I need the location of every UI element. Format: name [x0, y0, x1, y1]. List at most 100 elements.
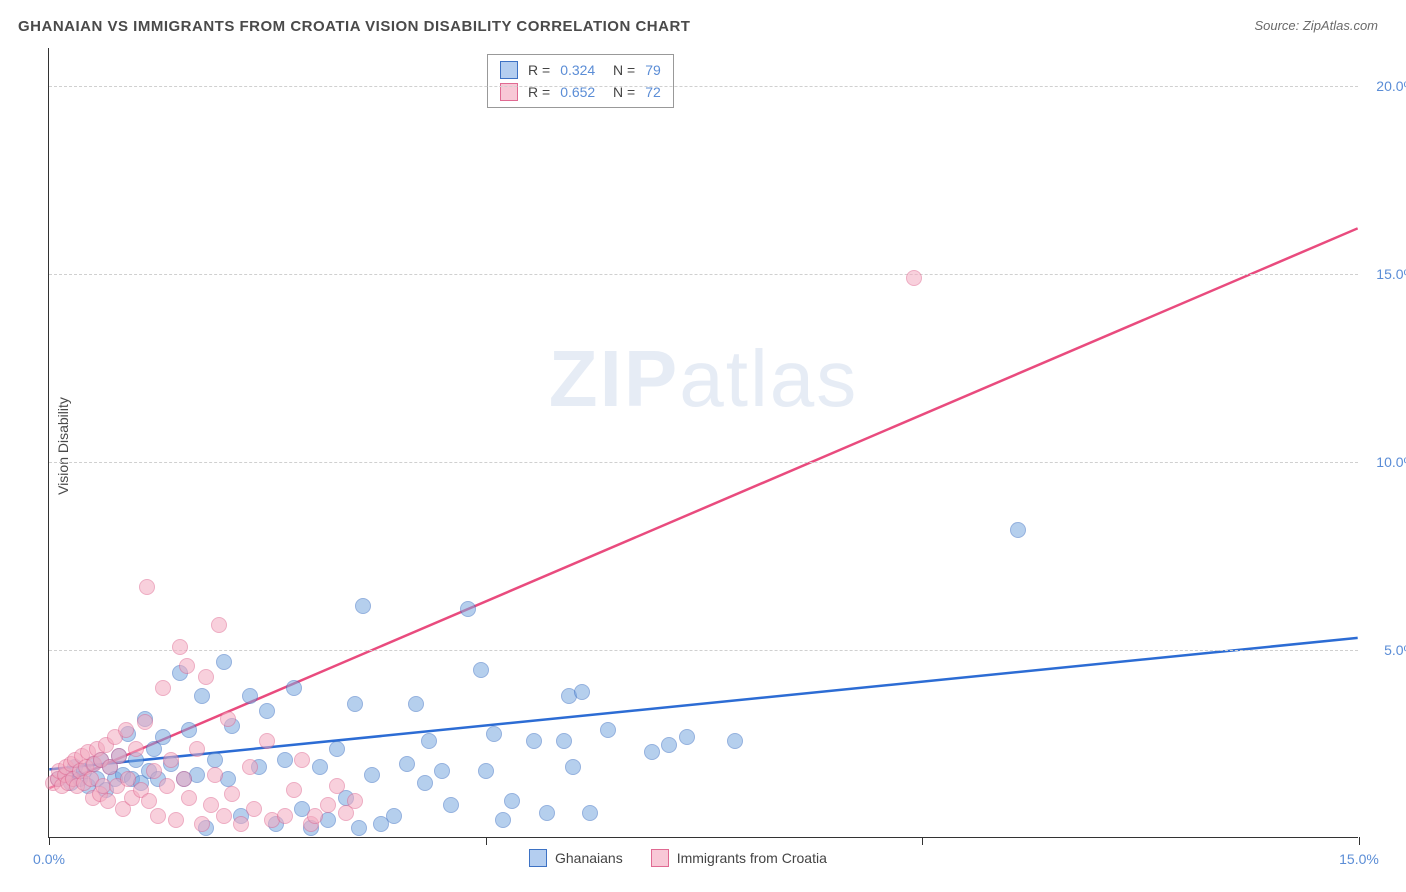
gridline — [49, 86, 1358, 87]
watermark: ZIPatlas — [549, 333, 858, 425]
scatter-point — [128, 741, 144, 757]
scatter-point — [211, 617, 227, 633]
scatter-point — [504, 793, 520, 809]
scatter-point — [307, 808, 323, 824]
scatter-point — [329, 778, 345, 794]
scatter-point — [574, 684, 590, 700]
scatter-point — [216, 808, 232, 824]
scatter-point — [565, 759, 581, 775]
x-tick — [486, 837, 487, 845]
scatter-point — [259, 733, 275, 749]
watermark-atlas: atlas — [679, 334, 858, 423]
scatter-point — [556, 733, 572, 749]
scatter-point — [486, 726, 502, 742]
legend-row-croatia: R = 0.652 N = 72 — [500, 81, 661, 103]
y-tick-label: 5.0% — [1384, 642, 1406, 658]
gridline — [49, 274, 1358, 275]
scatter-point — [286, 782, 302, 798]
scatter-point — [216, 654, 232, 670]
scatter-point — [600, 722, 616, 738]
scatter-point — [137, 714, 153, 730]
scatter-point — [582, 805, 598, 821]
scatter-point — [679, 729, 695, 745]
swatch-ghanaians — [529, 849, 547, 867]
scatter-point — [168, 812, 184, 828]
scatter-point — [526, 733, 542, 749]
scatter-point — [150, 808, 166, 824]
x-tick-label: 15.0% — [1339, 851, 1379, 867]
legend-correlation: R = 0.324 N = 79 R = 0.652 N = 72 — [487, 54, 674, 108]
gridline — [49, 462, 1358, 463]
scatter-point — [495, 812, 511, 828]
x-tick — [1359, 837, 1360, 845]
scatter-point — [277, 808, 293, 824]
scatter-point — [224, 786, 240, 802]
scatter-point — [203, 797, 219, 813]
scatter-point — [120, 771, 136, 787]
scatter-point — [727, 733, 743, 749]
chart-plot-area: ZIPatlas R = 0.324 N = 79 R = 0.652 N = … — [48, 48, 1358, 838]
scatter-point — [233, 816, 249, 832]
legend-label-ghanaians: Ghanaians — [555, 850, 623, 866]
scatter-point — [906, 270, 922, 286]
scatter-point — [242, 688, 258, 704]
scatter-point — [118, 722, 134, 738]
scatter-point — [286, 680, 302, 696]
scatter-point — [320, 797, 336, 813]
scatter-point — [141, 793, 157, 809]
watermark-zip: ZIP — [549, 334, 679, 423]
scatter-point — [181, 722, 197, 738]
chart-title: GHANAIAN VS IMMIGRANTS FROM CROATIA VISI… — [18, 18, 690, 35]
scatter-point — [473, 662, 489, 678]
x-tick — [922, 837, 923, 845]
r-label: R = — [528, 62, 550, 78]
scatter-point — [246, 801, 262, 817]
scatter-point — [478, 763, 494, 779]
scatter-point — [443, 797, 459, 813]
scatter-point — [539, 805, 555, 821]
scatter-point — [277, 752, 293, 768]
x-tick-label: 0.0% — [33, 851, 65, 867]
legend-label-croatia: Immigrants from Croatia — [677, 850, 827, 866]
scatter-point — [351, 820, 367, 836]
scatter-point — [644, 744, 660, 760]
scatter-point — [259, 703, 275, 719]
scatter-point — [181, 790, 197, 806]
legend-row-ghanaians: R = 0.324 N = 79 — [500, 59, 661, 81]
y-tick-label: 20.0% — [1376, 78, 1406, 94]
scatter-point — [355, 598, 371, 614]
scatter-point — [179, 658, 195, 674]
scatter-point — [460, 601, 476, 617]
scatter-point — [329, 741, 345, 757]
gridline — [49, 650, 1358, 651]
scatter-point — [242, 759, 258, 775]
scatter-point — [408, 696, 424, 712]
scatter-point — [421, 733, 437, 749]
scatter-point — [139, 579, 155, 595]
scatter-point — [364, 767, 380, 783]
y-tick-label: 15.0% — [1376, 266, 1406, 282]
n-value-ghanaians: 79 — [645, 62, 661, 78]
scatter-point — [207, 767, 223, 783]
scatter-point — [146, 763, 162, 779]
scatter-point — [399, 756, 415, 772]
scatter-point — [417, 775, 433, 791]
scatter-point — [172, 639, 188, 655]
source-label: Source: ZipAtlas.com — [1254, 18, 1378, 33]
y-tick-label: 10.0% — [1376, 454, 1406, 470]
scatter-point — [294, 752, 310, 768]
n-label: N = — [605, 62, 635, 78]
legend-item-croatia: Immigrants from Croatia — [651, 849, 827, 867]
legend-series: Ghanaians Immigrants from Croatia — [529, 849, 827, 867]
scatter-point — [198, 669, 214, 685]
scatter-point — [194, 688, 210, 704]
scatter-point — [207, 752, 223, 768]
scatter-point — [176, 771, 192, 787]
scatter-point — [155, 680, 171, 696]
regression-line — [49, 638, 1357, 770]
scatter-point — [220, 711, 236, 727]
scatter-point — [312, 759, 328, 775]
scatter-point — [111, 748, 127, 764]
regression-line — [49, 228, 1357, 788]
scatter-point — [434, 763, 450, 779]
